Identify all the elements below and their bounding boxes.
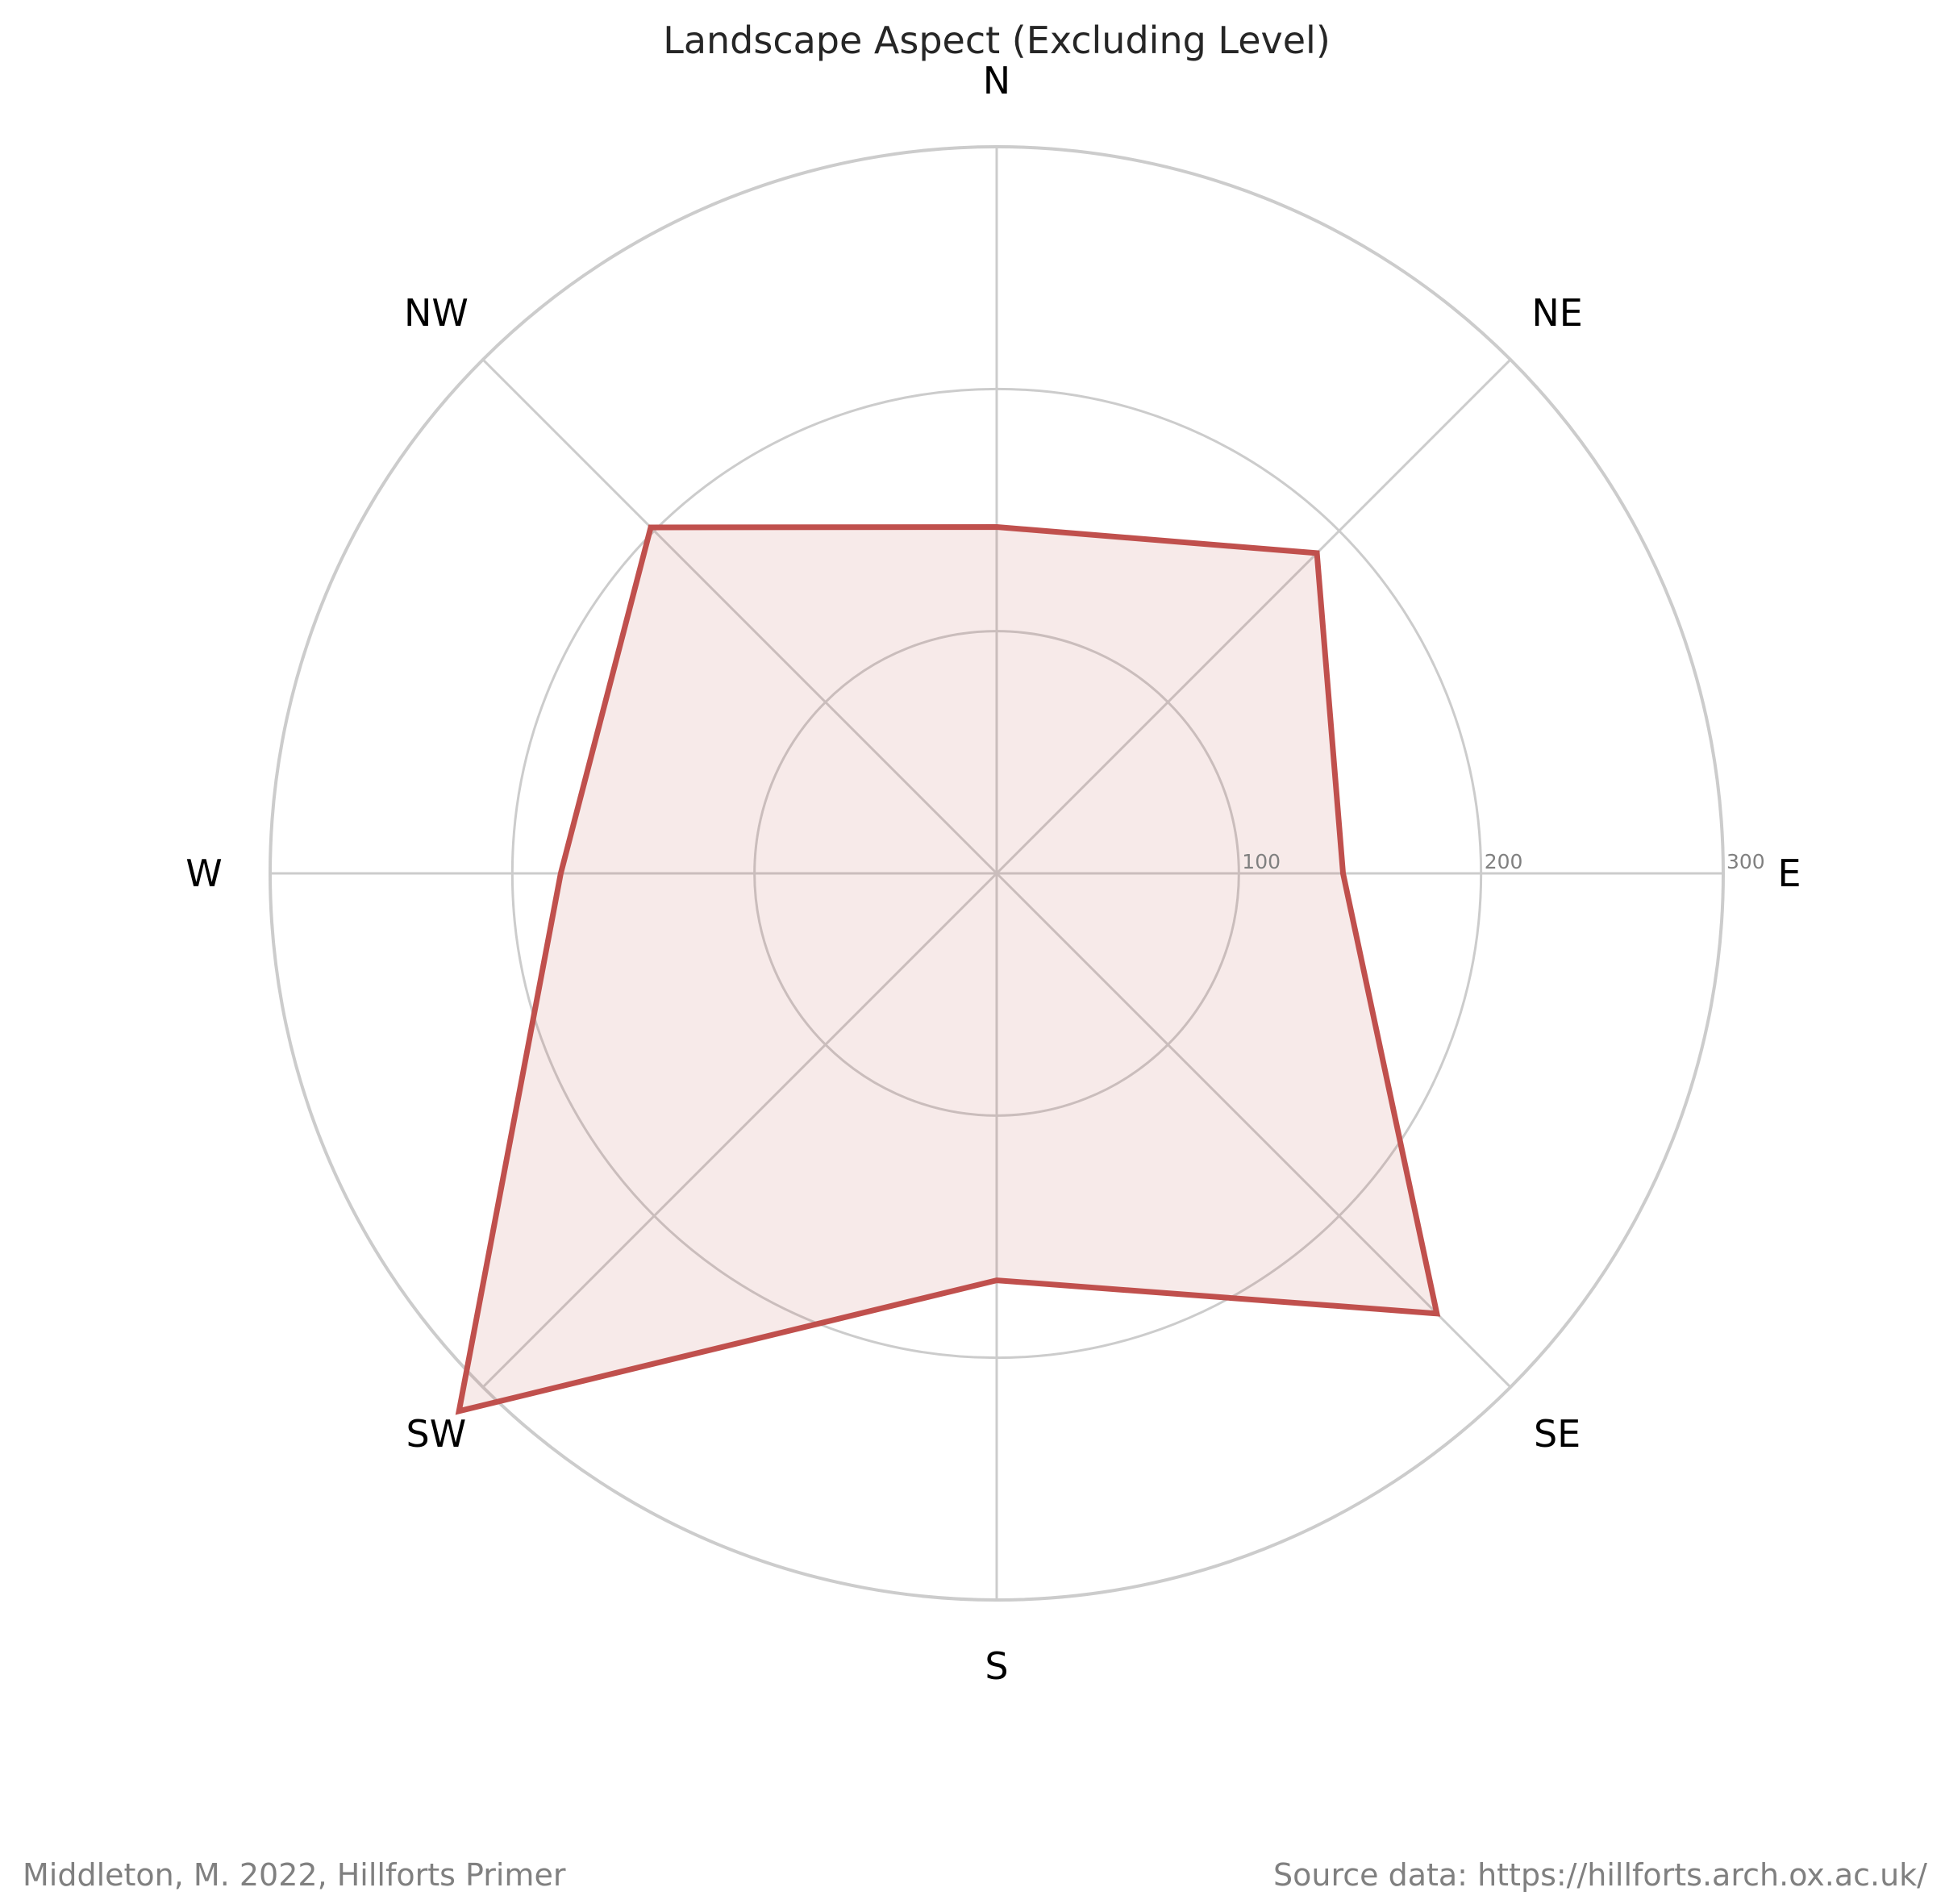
radial-tick-200: 200	[1485, 850, 1523, 873]
label-nw: NW	[404, 291, 469, 335]
source-text: Source data: https://hillforts.arch.ox.a…	[1273, 1857, 1927, 1893]
credit-text: Middleton, M. 2022, Hillforts Primer	[23, 1857, 566, 1893]
label-e: E	[1777, 852, 1801, 895]
label-s: S	[985, 1644, 1008, 1688]
radial-tick-300: 300	[1726, 850, 1765, 873]
radial-tick-labels: 100 200 300	[1242, 850, 1764, 873]
label-ne: NE	[1531, 291, 1582, 335]
label-n: N	[983, 59, 1010, 102]
label-se: SE	[1534, 1412, 1581, 1456]
polar-grid	[269, 145, 1725, 1602]
radial-tick-100: 100	[1242, 850, 1281, 873]
spoke-nw	[481, 358, 998, 875]
spoke-sw	[481, 872, 998, 1389]
spoke-ne	[995, 358, 1512, 875]
label-w: W	[185, 852, 222, 895]
direction-labels: N NE E SE S SW W NW	[185, 59, 1801, 1688]
label-sw: SW	[406, 1412, 467, 1456]
series-fill	[459, 527, 1437, 1411]
data-series	[455, 523, 1441, 1415]
chart-title: Landscape Aspect (Excluding Level)	[663, 19, 1331, 62]
spoke-se	[995, 872, 1512, 1389]
